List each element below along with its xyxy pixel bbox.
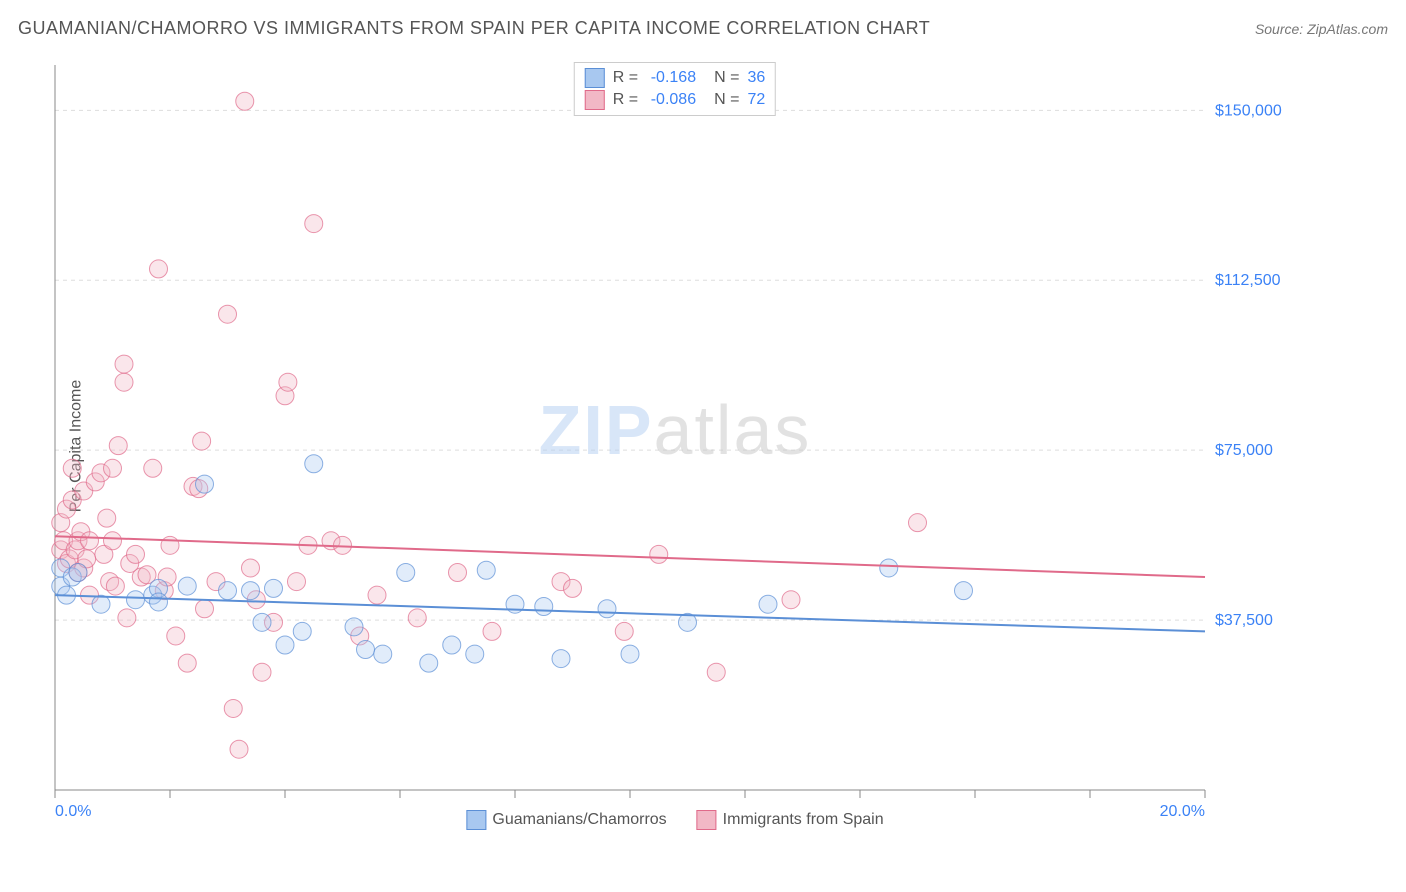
series-legend: Guamanians/Chamorros Immigrants from Spa… (466, 810, 883, 830)
svg-text:$37,500: $37,500 (1215, 612, 1273, 629)
svg-text:20.0%: 20.0% (1160, 803, 1205, 820)
legend-row-series1: R = -0.168 N = 36 (585, 67, 765, 89)
correlation-legend: R = -0.168 N = 36 R = -0.086 N = 72 (574, 62, 776, 116)
svg-text:$150,000: $150,000 (1215, 102, 1282, 119)
chart-plot-area: R = -0.168 N = 36 R = -0.086 N = 72 $37,… (50, 60, 1300, 830)
legend-item-2: Immigrants from Spain (697, 810, 884, 830)
svg-text:0.0%: 0.0% (55, 803, 91, 820)
legend-item-1: Guamanians/Chamorros (466, 810, 666, 830)
chart-title: GUAMANIAN/CHAMORRO VS IMMIGRANTS FROM SP… (18, 18, 930, 39)
source-attribution: Source: ZipAtlas.com (1255, 21, 1388, 37)
svg-text:$75,000: $75,000 (1215, 442, 1273, 459)
scatter-plot-svg: $37,500 $75,000 $112,500 $150,000 0.0% 20.0% (50, 60, 1300, 830)
svg-text:$112,500: $112,500 (1215, 272, 1281, 289)
legend-swatch-1 (585, 68, 605, 88)
legend-swatch-2 (585, 90, 605, 110)
legend-row-series2: R = -0.086 N = 72 (585, 89, 765, 111)
